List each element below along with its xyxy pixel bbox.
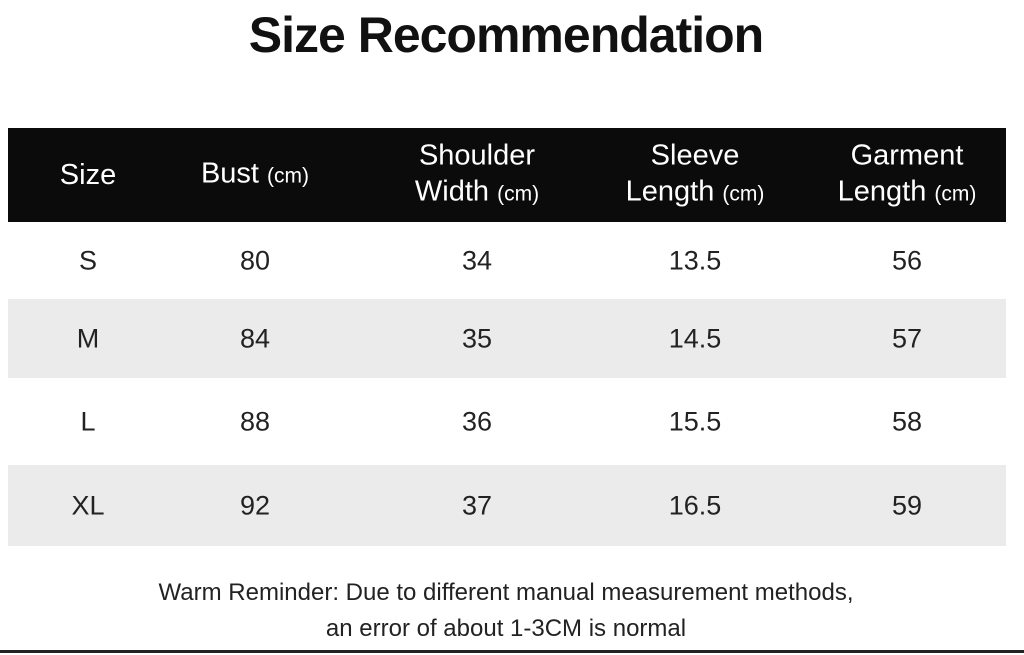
table-cell: 15.5: [668, 406, 722, 436]
table-cell: 36: [461, 406, 493, 436]
table-cell: 92: [239, 490, 271, 520]
header-text: Width: [414, 175, 490, 208]
table-cell: S: [78, 245, 98, 275]
table-cell: 14.5: [668, 323, 722, 353]
title: Size Recommendation: [248, 7, 764, 63]
header-cell: Shoulder Width (cm): [415, 138, 539, 213]
header-text: Length: [837, 175, 927, 208]
table-cell: 35: [461, 323, 493, 353]
table-cell: 13.5: [668, 245, 722, 275]
table-row: XL 92 37 16.5 59: [8, 465, 1006, 546]
header-line: Length (cm): [838, 174, 977, 213]
table-cell: 16.5: [668, 490, 722, 520]
table-cell: 57: [891, 323, 923, 353]
reminder: Warm Reminder: Due to different manual m…: [0, 575, 1012, 647]
table-cell: L: [80, 406, 96, 436]
header-line: Length (cm): [626, 174, 765, 213]
header-unit: (cm): [722, 182, 765, 206]
table-cell: 59: [891, 490, 923, 520]
header-cell: Sleeve Length (cm): [626, 138, 765, 213]
header-text: Bust: [200, 157, 259, 190]
header-text: Length: [625, 175, 715, 208]
reminder-line: an error of about 1-3CM is normal: [325, 615, 687, 642]
header-unit: (cm): [497, 182, 540, 206]
table-row: M 84 35 14.5 57: [8, 299, 1006, 378]
table-cell: 34: [461, 245, 493, 275]
header-text: Size: [59, 159, 117, 191]
header-line: Shoulder: [415, 138, 539, 174]
table-cell: 37: [461, 490, 493, 520]
header-unit: (cm): [267, 164, 310, 188]
table-cell: 80: [239, 245, 271, 275]
table-cell: 58: [891, 406, 923, 436]
header-line: Garment: [838, 138, 977, 174]
table-cell: 56: [891, 245, 923, 275]
header-cell: Bust (cm): [201, 156, 309, 195]
table-cell: M: [76, 323, 100, 353]
header-line: Width (cm): [415, 174, 539, 213]
header-line: Bust (cm): [201, 156, 309, 195]
reminder-line: Warm Reminder: Due to different manual m…: [158, 579, 854, 606]
header-unit: (cm): [934, 182, 977, 206]
header-cell: Size: [60, 157, 116, 193]
header-text: Sleeve: [650, 139, 740, 172]
table-cell: 84: [239, 323, 271, 353]
header-cell: Garment Length (cm): [838, 138, 977, 213]
table-cell: 88: [239, 406, 271, 436]
bottom-rule: [0, 650, 1024, 653]
header-line: Sleeve: [626, 138, 765, 174]
table-header: Size Bust (cm) Shoulder Width (cm) Sleeve Len…: [8, 128, 1006, 222]
table-row: L 88 36 15.5 58: [8, 378, 1006, 465]
header-text: Garment: [850, 139, 964, 172]
header-text: Shoulder: [418, 139, 536, 172]
header-line: Size: [60, 157, 116, 193]
table-row: S 80 34 13.5 56: [8, 222, 1006, 299]
table-cell: XL: [71, 490, 105, 520]
